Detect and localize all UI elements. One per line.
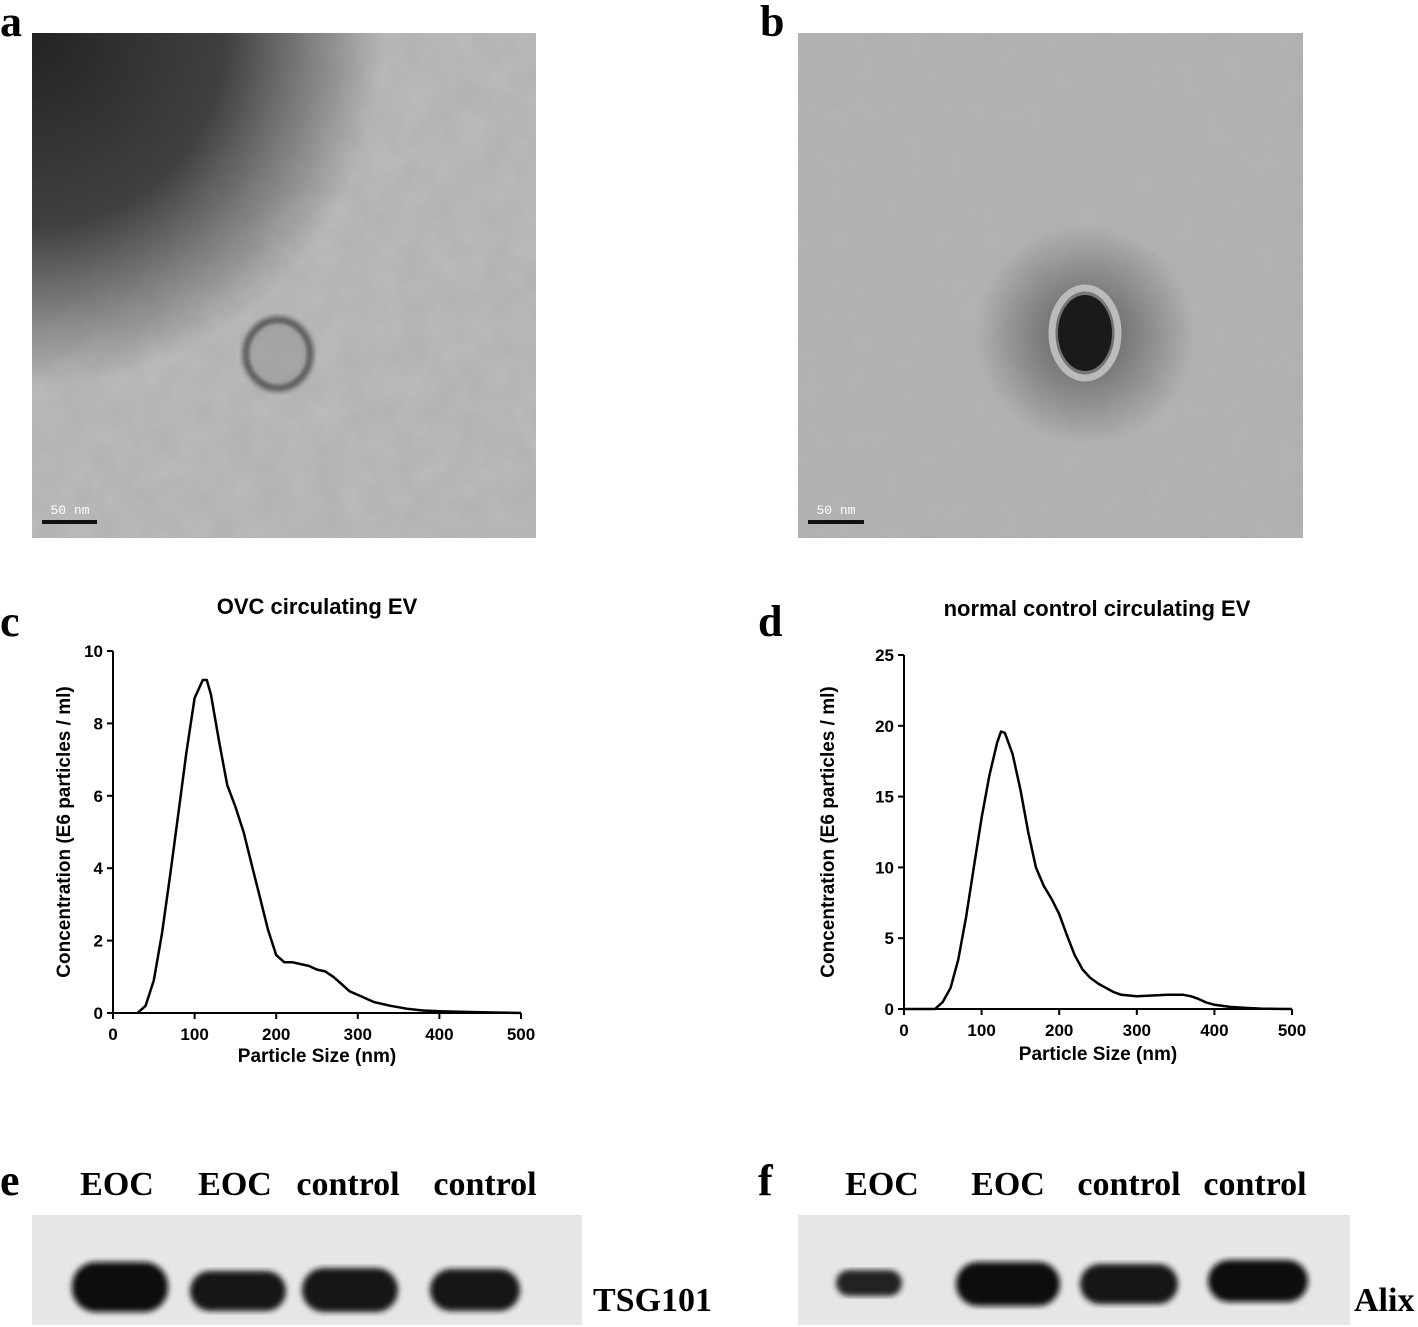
y-tick-label: 4 [94, 859, 104, 878]
y-tick-label: 10 [84, 642, 103, 661]
x-tick-label: 0 [108, 1025, 117, 1044]
x-axis-title: Particle Size (nm) [238, 1046, 396, 1067]
scale-bar-label: 50 nm [816, 503, 855, 518]
data-line [136, 678, 522, 1015]
x-tick-label: 500 [1278, 1021, 1306, 1040]
x-tick-label: 100 [967, 1021, 995, 1040]
lane-label: EOC [80, 1166, 154, 1203]
western-blot [798, 1215, 1350, 1325]
x-tick-label: 100 [180, 1025, 208, 1044]
y-tick-label: 5 [885, 929, 894, 948]
x-axis-title: Particle Size (nm) [1019, 1044, 1177, 1065]
protein-label: Alix [1354, 1282, 1414, 1319]
y-tick-label: 15 [875, 788, 894, 807]
panel-letter: b [760, 0, 784, 46]
x-tick-label: 300 [344, 1025, 372, 1044]
x-tick-label: 300 [1123, 1021, 1151, 1040]
y-axis-title: Concentration (E6 particles / ml) [54, 686, 75, 977]
y-tick-label: 20 [875, 717, 894, 736]
lane-label: control [433, 1166, 536, 1203]
panel-letter: c [0, 597, 20, 646]
scale-bar-label: 50 nm [50, 503, 89, 518]
western-blot [32, 1215, 582, 1325]
lane-label: EOC [845, 1166, 919, 1203]
panel-letter: f [758, 1156, 774, 1205]
x-tick-label: 200 [262, 1025, 290, 1044]
y-tick-label: 25 [875, 646, 894, 665]
panel-letter: e [0, 1156, 20, 1205]
lane-label: EOC [198, 1166, 272, 1203]
lane-label: control [1203, 1166, 1306, 1203]
data-line [904, 730, 1293, 1011]
x-tick-label: 400 [425, 1025, 453, 1044]
tem-image [32, 33, 536, 538]
y-tick-label: 2 [94, 932, 103, 951]
panel-letter: a [0, 0, 22, 46]
x-tick-label: 400 [1200, 1021, 1228, 1040]
tem-image [798, 33, 1303, 538]
y-tick-label: 6 [94, 787, 103, 806]
lane-label: EOC [971, 1166, 1045, 1203]
y-axis-title: Concentration (E6 particles / ml) [818, 686, 839, 977]
x-tick-label: 0 [899, 1021, 908, 1040]
y-tick-label: 0 [94, 1004, 103, 1023]
y-tick-label: 10 [875, 858, 894, 877]
x-tick-label: 200 [1045, 1021, 1073, 1040]
y-tick-label: 0 [885, 1000, 894, 1019]
chart-title: OVC circulating EV [217, 594, 418, 619]
chart-title: normal control circulating EV [944, 596, 1251, 621]
x-tick-label: 500 [507, 1025, 535, 1044]
panel-letter: d [758, 597, 782, 646]
lane-label: control [1077, 1166, 1180, 1203]
y-tick-label: 8 [94, 714, 103, 733]
protein-label: TSG101 [593, 1282, 712, 1319]
lane-label: control [296, 1166, 399, 1203]
